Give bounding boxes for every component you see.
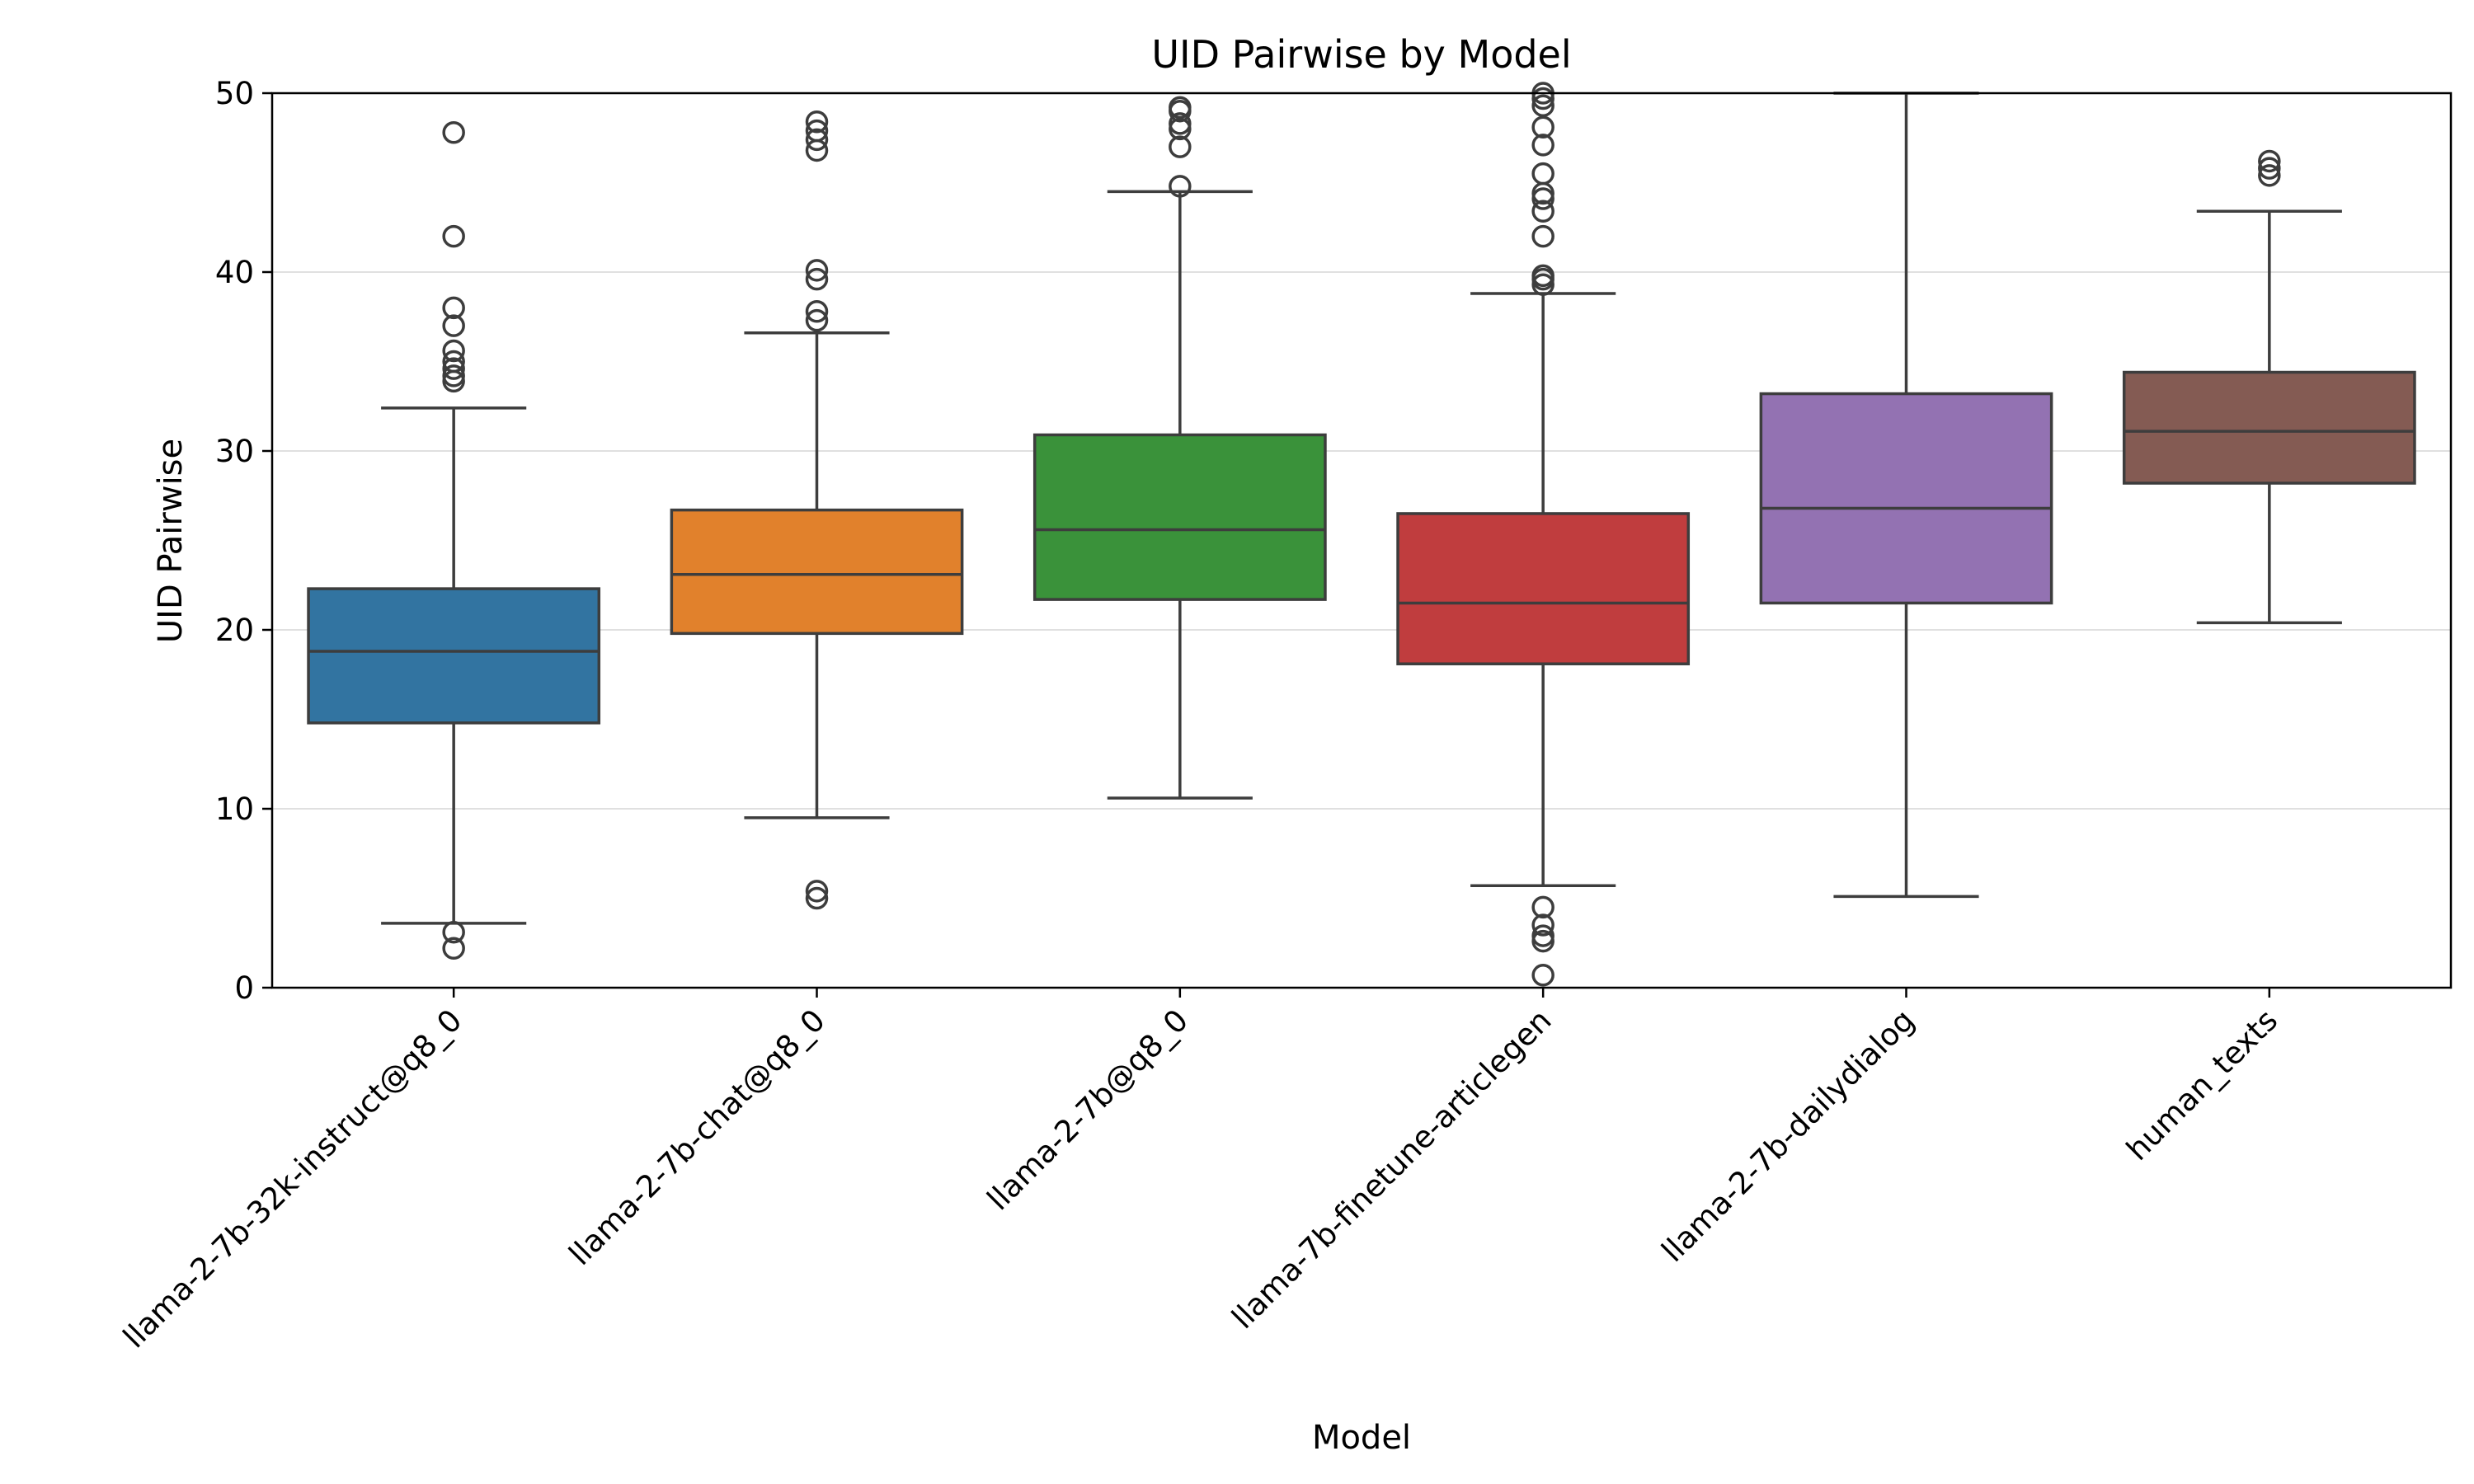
box-group [2122, 149, 2416, 625]
y-tick-label: 50 [215, 76, 254, 111]
outlier-point [805, 119, 829, 143]
iqr-box [1396, 512, 1691, 665]
x-tick-label: llama-2-7b-32k-instruct@q8_0 [116, 1003, 468, 1355]
iqr-box [670, 508, 964, 636]
iqr-box [1032, 433, 1327, 601]
x-axis-label: Model [1312, 1419, 1411, 1457]
outlier-point [1531, 200, 1554, 223]
outlier-point [1531, 913, 1554, 937]
outlier-point [1531, 264, 1554, 288]
x-tick-label: llama-2-7b@q8_0 [981, 1003, 1195, 1217]
y-axis-label: UID Pairwise [152, 439, 190, 643]
outlier-point [442, 937, 465, 960]
y-tick-label: 40 [215, 255, 254, 290]
y-tick-label: 20 [215, 613, 254, 648]
box-group [670, 110, 964, 910]
outlier-point [1169, 112, 1192, 135]
outlier-point [442, 350, 465, 373]
outlier-point [1531, 94, 1554, 117]
outlier-point [442, 120, 465, 144]
outlier-point [1169, 96, 1192, 120]
outlier-point [1531, 115, 1554, 139]
outlier-point [805, 128, 829, 152]
iqr-box [2122, 370, 2416, 485]
x-tick-label: llama-2-7b-chat@q8_0 [562, 1003, 832, 1272]
outlier-point [805, 110, 829, 134]
outlier-point [1531, 162, 1554, 186]
outlier-point [442, 339, 465, 363]
y-tick-label: 30 [215, 434, 254, 469]
box-group [1759, 92, 2053, 899]
outlier-point [442, 364, 465, 387]
outlier-point [805, 299, 829, 323]
outlier-point [2258, 157, 2281, 180]
x-tick-label: llama-7b-finetune-articlegen [1225, 1003, 1558, 1336]
outlier-point [805, 880, 829, 903]
outlier-point [1531, 134, 1554, 157]
grid-lines [272, 271, 2451, 810]
outlier-point [2258, 164, 2281, 187]
iqr-box [307, 587, 601, 725]
box-group [1032, 96, 1327, 800]
iqr-box [1759, 392, 2053, 605]
outlier-point [442, 314, 465, 337]
outlier-point [805, 259, 829, 282]
outlier-point [1531, 924, 1554, 947]
outlier-point [442, 920, 465, 944]
outlier-point [442, 224, 465, 248]
box-group [1396, 82, 1691, 987]
outlier-point [2258, 149, 2281, 173]
outlier-point [805, 267, 829, 291]
y-tick-label: 0 [234, 970, 254, 1006]
outlier-point [1531, 895, 1554, 919]
outlier-point [442, 296, 465, 320]
outlier-point [1531, 224, 1554, 248]
outlier-point [442, 357, 465, 380]
x-tick-label: human_texts [2119, 1003, 2284, 1167]
outlier-point [805, 308, 829, 332]
outlier-point [1169, 175, 1192, 198]
boxes [307, 82, 2416, 987]
plot-frame [270, 92, 2453, 989]
chart-title: UID Pairwise by Model [1151, 32, 1571, 77]
y-tick-label: 10 [215, 791, 254, 827]
outlier-point [805, 886, 829, 910]
box-group [307, 120, 601, 960]
outlier-point [1169, 135, 1192, 158]
x-tick-label: llama-2-7b-dailydialog [1655, 1003, 1921, 1269]
outlier-point [1531, 964, 1554, 987]
